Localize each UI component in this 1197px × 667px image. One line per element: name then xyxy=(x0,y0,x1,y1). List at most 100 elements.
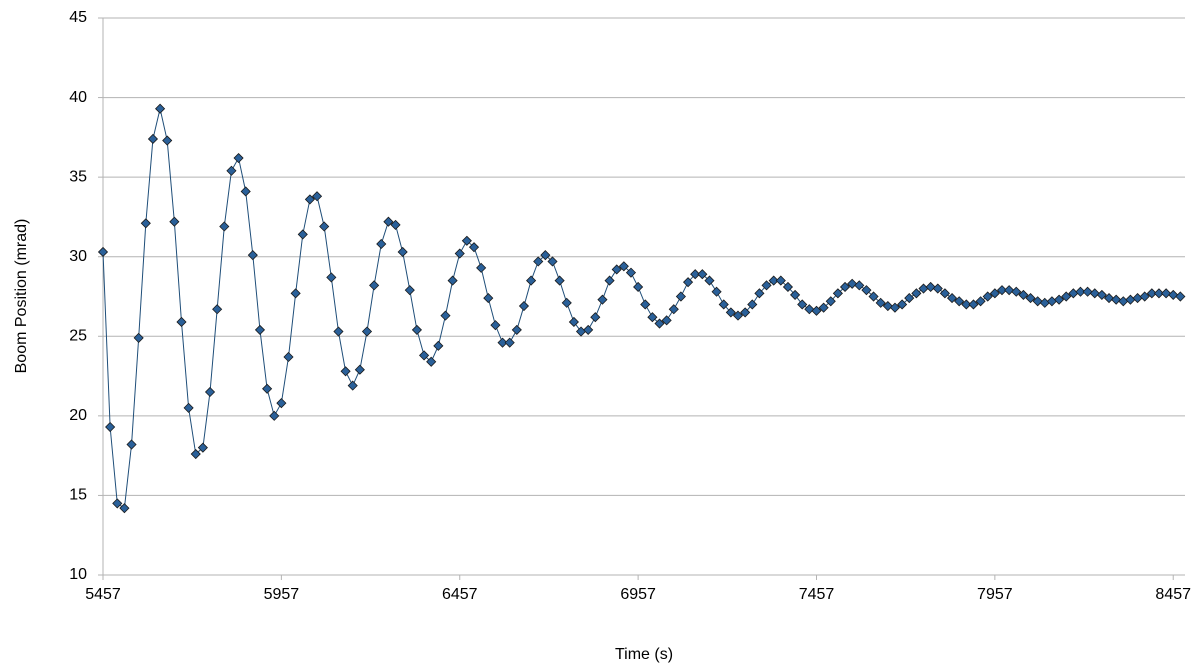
data-point xyxy=(369,280,380,291)
data-point xyxy=(790,289,801,300)
data-point xyxy=(326,272,337,283)
data-point xyxy=(440,310,451,321)
data-point xyxy=(1146,288,1157,299)
x-tick-label: 7957 xyxy=(977,586,1013,603)
data-point xyxy=(411,324,422,335)
data-point xyxy=(390,219,401,230)
data-point xyxy=(169,216,180,227)
data-point xyxy=(718,299,729,310)
data-point xyxy=(897,299,908,310)
data-point xyxy=(1089,288,1100,299)
data-point xyxy=(996,285,1008,296)
data-point xyxy=(276,398,287,409)
data-point xyxy=(847,278,858,289)
data-point xyxy=(825,296,836,307)
data-point xyxy=(319,221,330,232)
data-point xyxy=(426,356,437,367)
data-point xyxy=(269,410,280,421)
data-point xyxy=(839,281,851,293)
x-axis-title: Time (s) xyxy=(615,646,673,663)
data-point xyxy=(340,366,351,377)
data-point xyxy=(961,299,972,310)
x-tick-label: 6457 xyxy=(442,586,478,603)
data-point xyxy=(618,261,629,272)
data-point xyxy=(212,304,223,315)
data-point xyxy=(297,229,308,240)
data-point xyxy=(583,324,594,335)
data-point xyxy=(982,291,993,302)
data-point xyxy=(119,503,130,514)
data-point xyxy=(197,442,208,453)
data-point xyxy=(654,318,665,329)
y-tick-label: 35 xyxy=(69,168,87,185)
data-point xyxy=(1004,285,1015,296)
data-point xyxy=(939,288,950,299)
data-point xyxy=(761,280,772,291)
data-point xyxy=(155,103,166,114)
data-point xyxy=(782,281,794,293)
data-point xyxy=(219,221,230,232)
data-point xyxy=(954,296,965,307)
data-point xyxy=(1018,289,1029,300)
x-tick-label: 7457 xyxy=(799,586,835,603)
data-point xyxy=(433,340,444,351)
data-point xyxy=(647,312,658,323)
data-point xyxy=(240,186,251,197)
series-line xyxy=(102,108,1181,510)
data-point xyxy=(1075,286,1086,297)
data-point xyxy=(147,133,159,145)
data-point xyxy=(732,310,744,321)
data-point xyxy=(875,297,886,308)
data-point xyxy=(854,280,865,291)
data-point xyxy=(547,256,558,267)
data-point xyxy=(611,264,622,275)
data-point xyxy=(254,324,266,335)
data-point xyxy=(404,285,415,296)
data-point xyxy=(1011,286,1022,297)
data-point xyxy=(397,246,408,258)
x-tick-label: 5457 xyxy=(85,586,121,603)
data-point xyxy=(1103,293,1115,304)
data-point xyxy=(1032,296,1043,307)
data-point xyxy=(1082,286,1093,297)
data-point xyxy=(975,296,986,307)
data-point xyxy=(1061,291,1072,302)
data-point xyxy=(604,275,615,286)
data-point xyxy=(668,304,679,315)
data-point xyxy=(661,315,672,326)
data-point xyxy=(747,299,758,310)
data-point xyxy=(97,246,109,258)
data-point xyxy=(290,288,301,299)
data-point xyxy=(918,283,929,294)
data-point xyxy=(968,299,979,310)
data-point xyxy=(226,165,237,176)
data-point xyxy=(1139,291,1150,302)
data-point xyxy=(1096,289,1107,300)
data-point xyxy=(354,364,365,375)
data-point xyxy=(725,307,736,318)
data-point xyxy=(468,242,480,253)
y-tick-label: 40 xyxy=(69,89,87,106)
data-point xyxy=(675,291,686,302)
y-tick-label: 20 xyxy=(69,407,87,424)
data-point xyxy=(868,291,879,302)
data-point xyxy=(1025,293,1036,304)
data-point xyxy=(105,421,116,433)
data-point xyxy=(811,305,822,316)
data-point xyxy=(1132,293,1143,304)
data-point xyxy=(882,300,893,312)
data-point xyxy=(625,267,637,278)
x-tick-label: 5957 xyxy=(264,586,300,603)
y-tick-label: 30 xyxy=(69,248,87,265)
data-point xyxy=(1046,296,1058,307)
data-point xyxy=(447,275,458,286)
data-point xyxy=(946,293,958,304)
data-point xyxy=(518,300,530,312)
data-point xyxy=(690,269,701,280)
data-point xyxy=(818,302,829,313)
data-point xyxy=(461,235,472,246)
data-point xyxy=(483,293,494,304)
data-point xyxy=(1153,288,1165,299)
y-tick-label: 25 xyxy=(69,328,87,345)
